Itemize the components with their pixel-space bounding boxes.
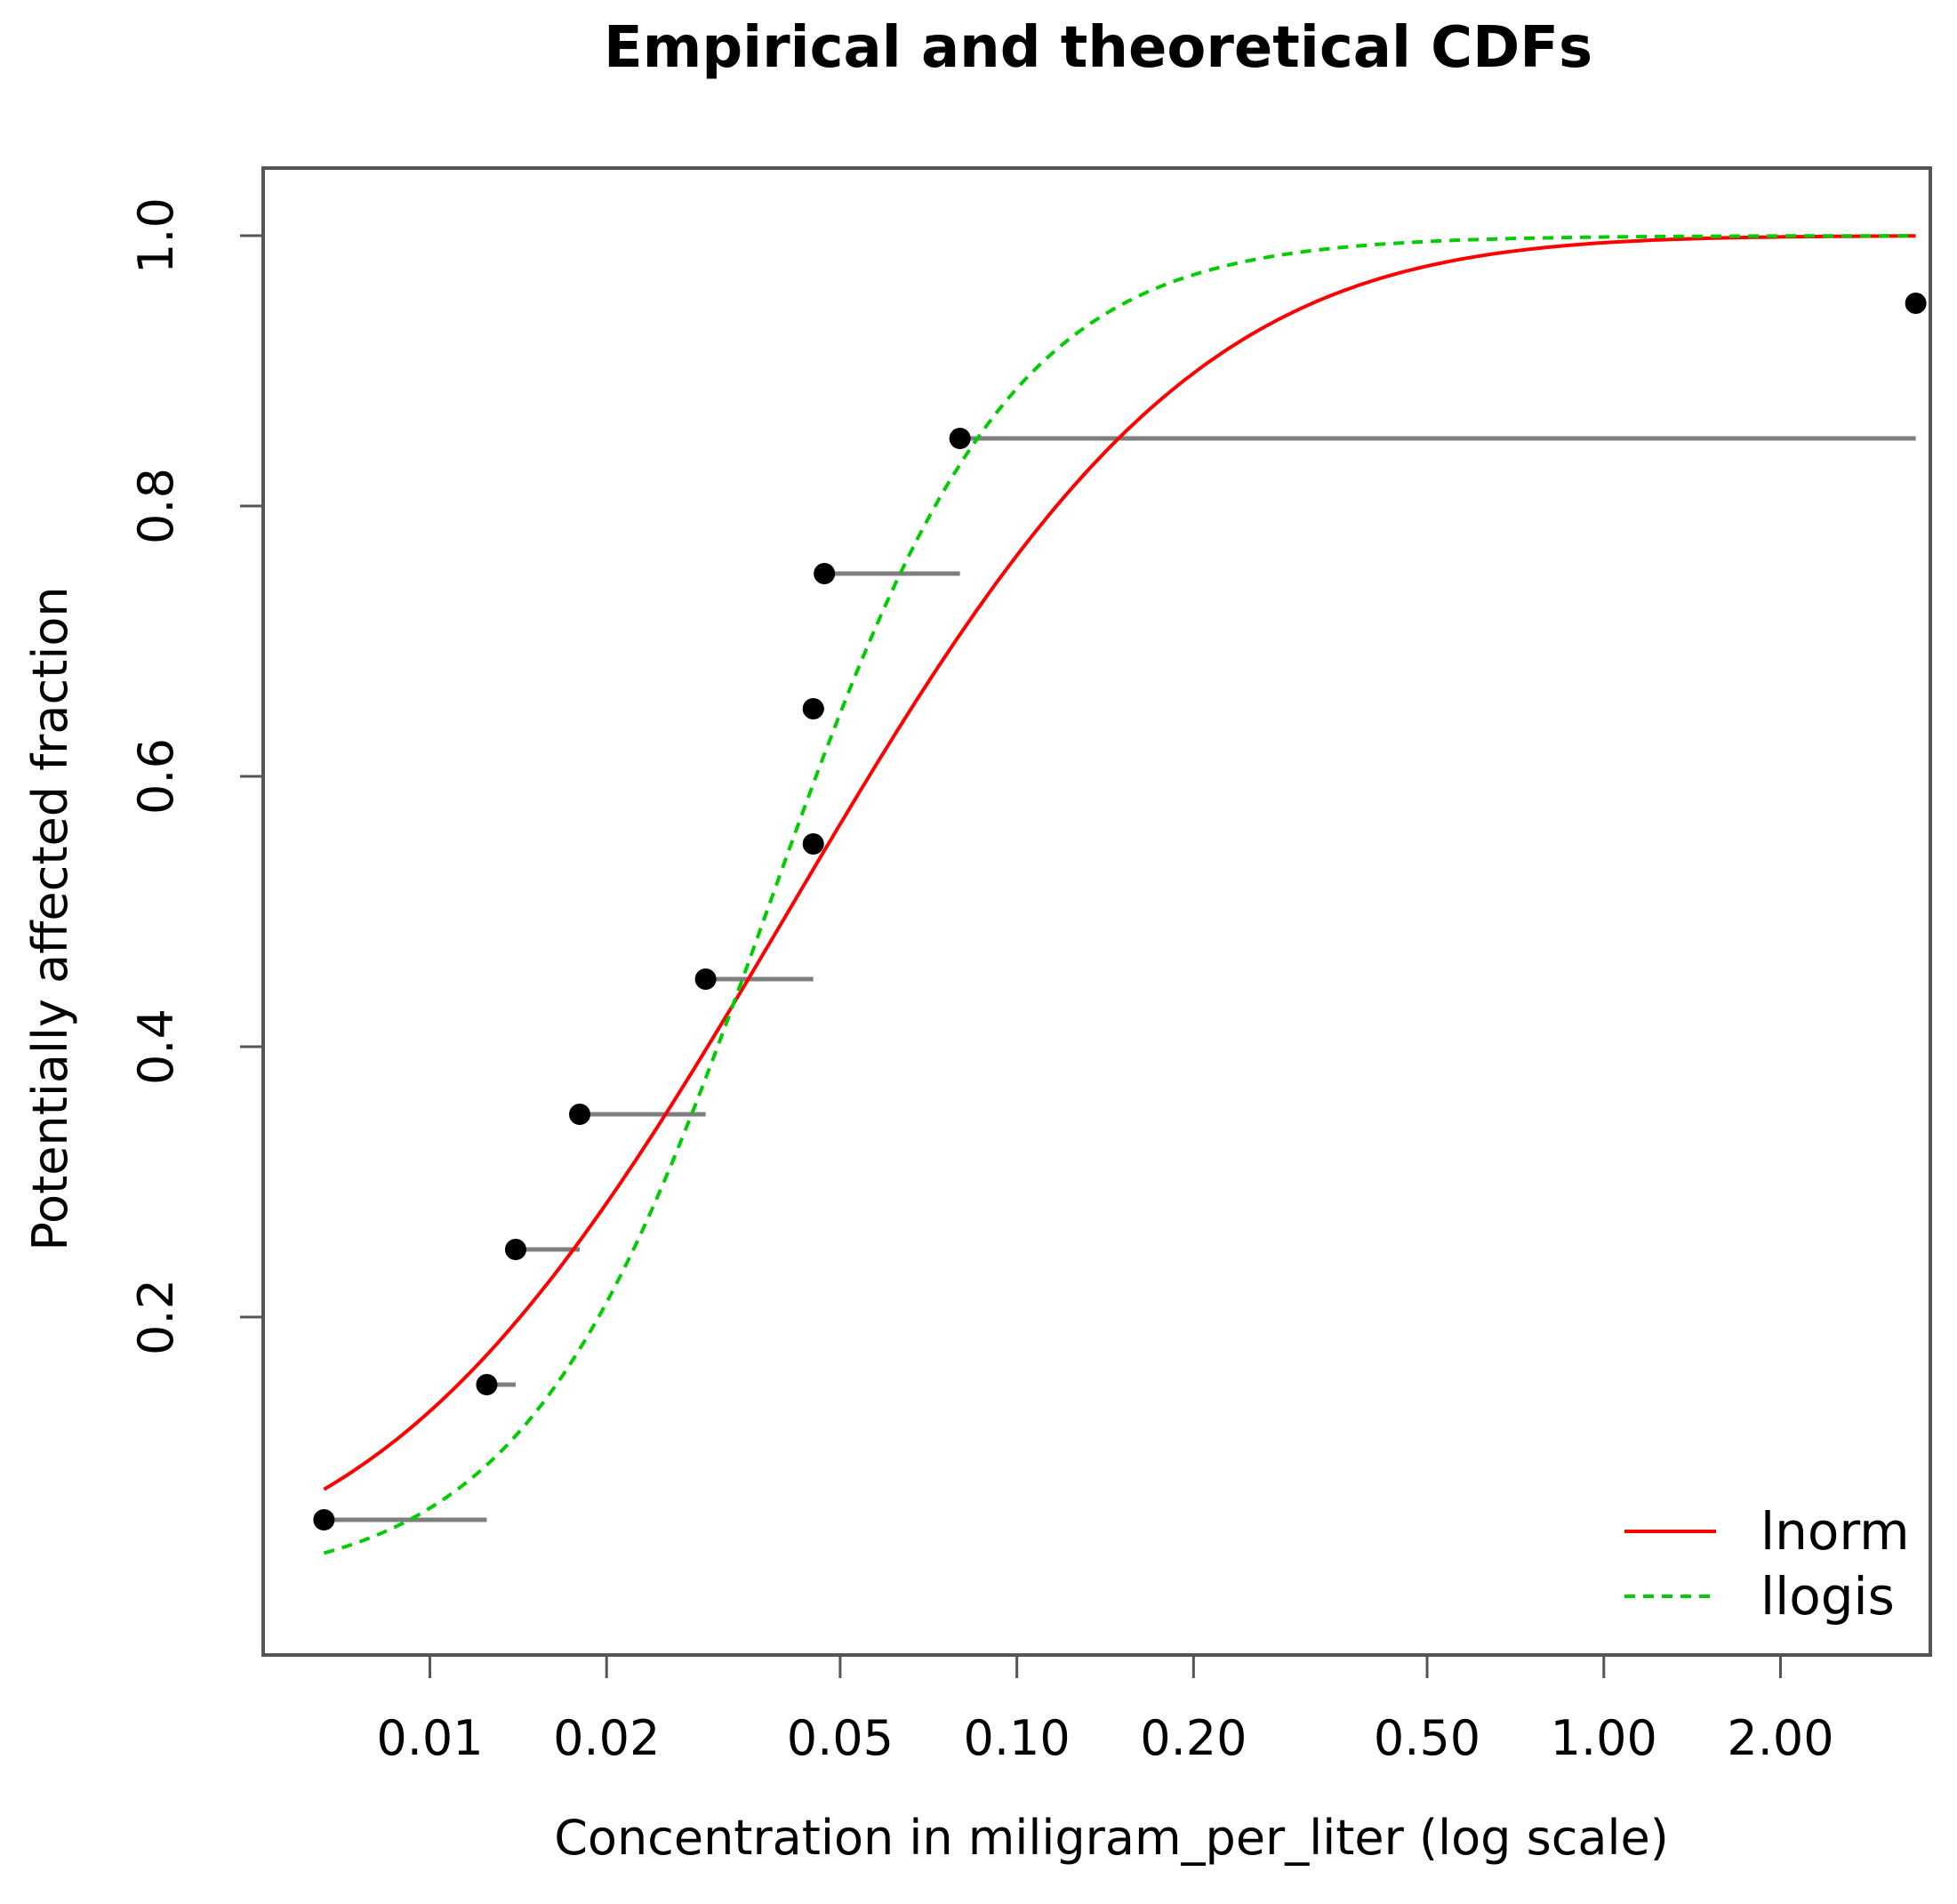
plot-frame	[261, 166, 1932, 1657]
x-tick-label: 0.05	[787, 1710, 894, 1766]
ecdf-point	[802, 698, 824, 719]
ecdf-point	[1905, 293, 1927, 314]
legend-label-llogis: llogis	[1760, 1566, 1895, 1627]
curve-lnorm	[323, 234, 1916, 1491]
ecdf-point	[504, 1239, 526, 1260]
y-tick-label: 0.8	[128, 468, 184, 544]
y-tick-label: 0.6	[128, 738, 184, 815]
x-tick-label: 0.01	[376, 1710, 483, 1766]
legend-label-lnorm: lnorm	[1760, 1501, 1910, 1562]
x-axis-label: Concentration in miligram_per_liter (log…	[554, 1810, 1669, 1866]
ecdf-point	[313, 1509, 335, 1530]
ecdf-point	[949, 428, 971, 449]
y-tick-label: 0.4	[128, 1008, 184, 1085]
x-tick-label: 0.10	[964, 1710, 1071, 1766]
x-tick-label: 0.50	[1374, 1710, 1480, 1766]
plot-area	[313, 234, 1927, 1555]
x-tick-label: 1.00	[1551, 1710, 1657, 1766]
x-axis: 0.01 0.02 0.05 0.10 0.20 0.50 1.00 2.00	[376, 1655, 1834, 1766]
y-axis: 0.2 0.4 0.6 0.8 1.0	[128, 197, 263, 1355]
chart-title: Empirical and theoretical CDFs	[604, 15, 1592, 81]
x-tick-label: 2.00	[1727, 1710, 1833, 1766]
ecdf-point	[476, 1374, 498, 1395]
y-tick-label: 1.0	[128, 197, 184, 274]
y-axis-label: Potentially affected fraction	[22, 586, 78, 1250]
ecdf-point	[568, 1104, 590, 1125]
curve-llogis	[323, 234, 1916, 1555]
x-tick-label: 0.02	[553, 1710, 660, 1766]
y-tick-label: 0.2	[128, 1279, 184, 1355]
ecdf-point	[694, 968, 717, 990]
ecdf-point	[814, 563, 836, 584]
legend: lnorm llogis	[1624, 1501, 1910, 1627]
ecdf-point	[802, 833, 824, 855]
x-tick-label: 0.20	[1140, 1710, 1247, 1766]
